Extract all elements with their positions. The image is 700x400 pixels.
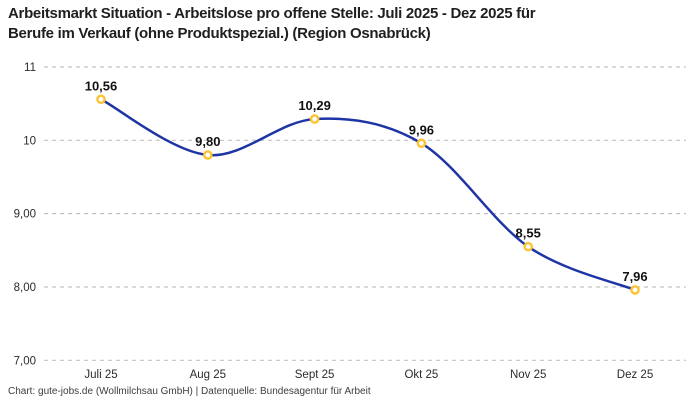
- data-point: [523, 241, 534, 252]
- line-chart: 11 10 9,00 8,00 7,00 Juli 25 Aug 25 Sept 25 Okt …: [14, 62, 686, 381]
- chart-title-line1: Arbeitsmarkt Situation - Arbeitslose pro…: [8, 5, 536, 22]
- y-axis-tick-label: 11: [24, 62, 36, 74]
- y-axis-tick-label: 8,00: [14, 282, 36, 294]
- x-axis-tick-label: Dez 25: [617, 369, 653, 381]
- data-point: [416, 138, 427, 149]
- x-axis-tick-label: Aug 25: [190, 369, 226, 381]
- y-axis-tick-label: 9,00: [14, 209, 36, 221]
- chart-title: Arbeitsmarkt Situation - Arbeitslose pro…: [8, 4, 668, 44]
- chart-credit: Chart: gute-jobs.de (Wollmilchsau GmbH) …: [8, 386, 371, 397]
- x-axis-tick-label: Juli 25: [84, 369, 117, 381]
- x-axis-tick-label: Sept 25: [295, 369, 335, 381]
- data-point: [630, 285, 640, 295]
- x-axis-tick-label: Okt 25: [404, 369, 438, 381]
- data-line: [99, 98, 637, 292]
- data-point-label: 10,29: [298, 98, 331, 113]
- data-point: [202, 150, 213, 160]
- data-point: [96, 94, 106, 105]
- data-point-label: 8,55: [516, 226, 541, 241]
- data-point-label: 9,96: [409, 122, 434, 137]
- chart-title-line2: Berufe im Verkauf (ohne Produktspezial.)…: [8, 25, 431, 42]
- data-point-label: 10,56: [85, 78, 118, 93]
- y-axis-tick-label: 7,00: [14, 355, 36, 367]
- y-axis-tick-label: 10: [23, 135, 36, 147]
- data-point: [309, 114, 320, 124]
- x-axis-tick-label: Nov 25: [510, 369, 546, 381]
- data-point-label: 9,80: [195, 134, 220, 149]
- data-point-label: 7,96: [622, 269, 647, 284]
